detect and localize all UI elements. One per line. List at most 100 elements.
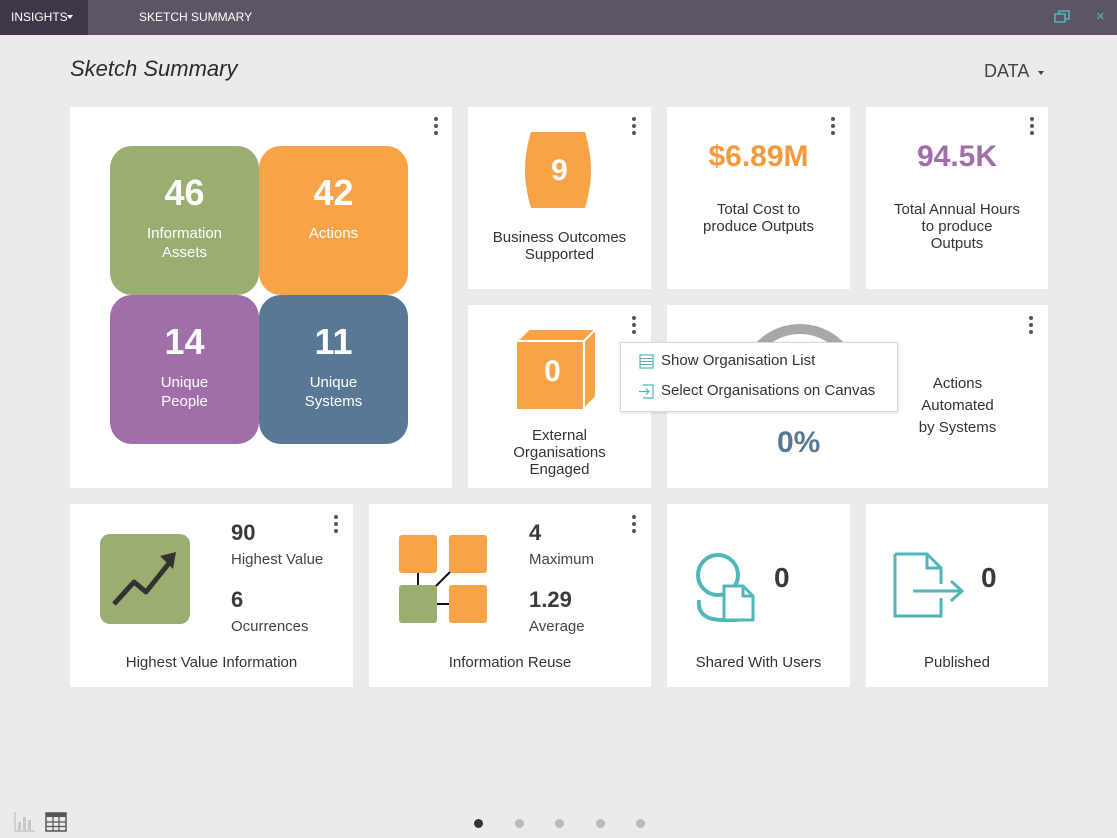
data-dropdown[interactable]: DATA (984, 61, 1044, 82)
bar-chart-icon[interactable] (14, 812, 36, 832)
tile-label: Unique People (110, 373, 259, 411)
publish-document-icon (893, 552, 965, 618)
insights-menu-label: INSIGHTS (11, 10, 68, 24)
more-options-icon[interactable] (632, 117, 636, 135)
average-label: Average (529, 618, 585, 635)
tile-value: 14 (164, 321, 205, 362)
more-options-icon[interactable] (334, 515, 338, 533)
tile-label-line: Systems (304, 393, 363, 410)
published-card[interactable]: 0 Published (866, 504, 1048, 687)
highest-value-caption: Highest Value Information (125, 654, 298, 671)
page-dot[interactable] (636, 819, 645, 828)
trending-up-icon (100, 534, 190, 624)
more-options-icon[interactable] (831, 117, 835, 135)
label-line: Total Annual Hours (894, 201, 1020, 218)
close-icon[interactable]: × (1096, 8, 1105, 25)
occurrences-label: Ocurrences (231, 618, 309, 635)
shared-caption: Shared With Users (695, 654, 822, 671)
more-options-icon[interactable] (632, 515, 636, 533)
tile-label: Unique Systems (259, 373, 408, 411)
actions-automated-card[interactable]: 0% Actions Automated by Systems (667, 305, 1048, 488)
summary-card: 46 Information Assets 42 Actions 14 Uniqu… (70, 107, 452, 488)
cube-icon (516, 327, 599, 411)
tile-label-line: Information (146, 225, 223, 242)
tile-value: 46 (164, 172, 205, 213)
show-organisation-list-menu-item[interactable]: Show Organisation List (639, 350, 889, 372)
actions-automated-label: Actions Automated by Systems (867, 373, 1048, 439)
barrel-icon (525, 132, 591, 208)
list-icon (639, 354, 654, 369)
label-line: External (531, 427, 588, 444)
more-options-icon[interactable] (1029, 316, 1033, 334)
more-options-icon[interactable] (1030, 117, 1034, 135)
total-hours-label: Total Annual Hours to produce Outputs (866, 201, 1048, 252)
menu-item-label: Show Organisation List (661, 352, 816, 369)
page-dot[interactable] (595, 819, 605, 828)
tile-label: Information Assets (110, 224, 259, 262)
label-line: Outputs (930, 235, 984, 252)
highest-value-label: Highest Value (231, 551, 324, 568)
shared-with-users-card[interactable]: 0 Shared With Users (667, 504, 850, 687)
highest-value-number: 90 (231, 520, 256, 545)
total-cost-value: $6.89M (708, 140, 809, 173)
external-organisations-label: External Organisations Engaged (468, 427, 651, 478)
tile-label-line: People (161, 393, 208, 410)
total-hours-value: 94.5K (916, 140, 998, 173)
highest-value-information-card[interactable]: 90 Highest Value 6 Ocurrences Highest Va… (70, 504, 353, 687)
maximum-label: Maximum (529, 551, 595, 568)
page-dot[interactable] (474, 819, 483, 828)
label-line: produce Outputs (703, 218, 814, 235)
business-outcomes-label: Business Outcomes Supported (468, 229, 651, 263)
average-number: 1.29 (529, 587, 572, 612)
chevron-down-icon (67, 15, 73, 19)
label-line: Total Cost to (716, 201, 801, 218)
select-on-canvas-icon (639, 384, 654, 399)
label-line: Supported (524, 246, 595, 263)
tile-label-line: Unique (160, 374, 209, 391)
shared-count: 0 (774, 562, 790, 593)
page-title: Sketch Summary (70, 56, 238, 81)
label-line: Business Outcomes (492, 229, 627, 246)
tile-label: Actions (308, 225, 359, 242)
total-hours-card[interactable]: 94.5K Total Annual Hours to produce Outp… (866, 107, 1048, 289)
view-title: SKETCH SUMMARY (139, 10, 253, 24)
more-options-icon[interactable] (632, 316, 636, 334)
page-dot[interactable] (555, 819, 564, 828)
actions-automated-value: 0% (777, 426, 821, 459)
label-line: Engaged (529, 461, 590, 478)
tile-value: 42 (313, 172, 354, 213)
network-icon (399, 535, 487, 623)
organisations-context-menu: Show Organisation List Select Organisati… (620, 342, 898, 412)
label-line: Organisations (513, 444, 606, 461)
tile-value: 11 (314, 321, 353, 362)
occurrences-number: 6 (231, 587, 244, 612)
unique-systems-tile[interactable]: 11 Unique Systems (259, 295, 408, 444)
insights-menu-button[interactable]: INSIGHTS (0, 0, 88, 35)
more-options-icon[interactable] (434, 117, 438, 135)
information-reuse-caption: Information Reuse (448, 654, 572, 671)
actions-tile[interactable]: 42 Actions (259, 146, 408, 295)
page-dot[interactable] (514, 819, 524, 828)
information-reuse-card[interactable]: 4 Maximum 1.29 Average Information Reuse (369, 504, 651, 687)
top-bar: INSIGHTS SKETCH SUMMARY × (0, 0, 1117, 35)
tile-label-line: Unique (309, 374, 358, 391)
information-assets-tile[interactable]: 46 Information Assets (110, 146, 259, 295)
label-line: Actions (932, 375, 983, 392)
total-cost-card[interactable]: $6.89M Total Cost to produce Outputs (667, 107, 850, 289)
chevron-down-icon (1038, 71, 1044, 75)
tile-label-line: Assets (161, 244, 207, 261)
data-dropdown-label: DATA (984, 61, 1030, 81)
published-count: 0 (981, 562, 997, 593)
maximum-number: 4 (529, 520, 542, 545)
restore-window-icon[interactable] (1054, 10, 1070, 24)
unique-people-tile[interactable]: 14 Unique People (110, 295, 259, 444)
business-outcomes-card[interactable]: 9 Business Outcomes Supported (468, 107, 651, 289)
label-line: by Systems (918, 419, 997, 436)
select-organisations-on-canvas-menu-item[interactable]: Select Organisations on Canvas (639, 380, 889, 402)
table-icon[interactable] (45, 812, 67, 832)
shared-document-icon (696, 553, 755, 622)
published-caption: Published (924, 654, 990, 671)
total-cost-label: Total Cost to produce Outputs (667, 201, 850, 235)
menu-item-label: Select Organisations on Canvas (661, 382, 876, 399)
business-outcomes-value: 9 (551, 154, 568, 187)
